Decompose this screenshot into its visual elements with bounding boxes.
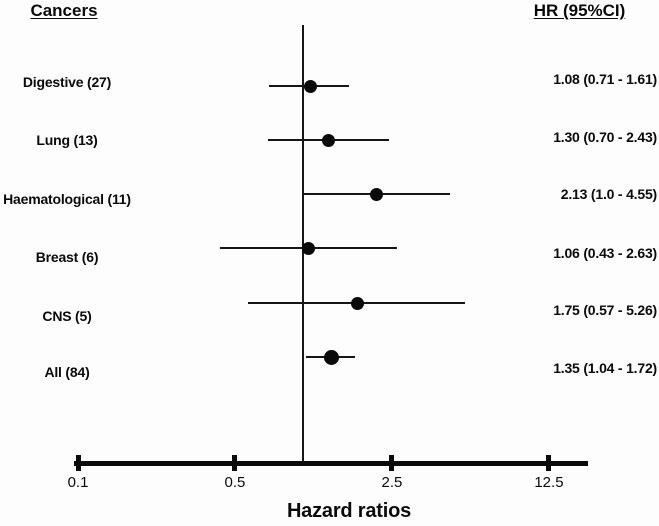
- hr-ci-value: 2.13 (1.0 - 4.55): [560, 186, 657, 202]
- axis-line: [74, 461, 588, 466]
- axis-tick: [389, 455, 395, 471]
- hr-ci-value: 1.75 (0.57 - 5.26): [553, 302, 657, 318]
- axis-tick-label: 0.5: [224, 474, 246, 491]
- hazard-ratio-point: [369, 187, 383, 201]
- hazard-ratio-point: [350, 296, 364, 310]
- row-label: Breast (6): [35, 249, 99, 265]
- hr-ci-value: 1.06 (0.43 - 2.63): [553, 245, 657, 261]
- row-label: Digestive (27): [22, 74, 112, 90]
- hazard-ratio-point: [303, 79, 317, 93]
- hazard-ratio-point: [324, 349, 340, 365]
- axis-tick: [232, 455, 238, 471]
- row-label: All (84): [44, 364, 90, 380]
- hr-ci-value: 1.30 (0.70 - 2.43): [553, 129, 657, 145]
- axis-tick-label: 12.5: [534, 474, 564, 491]
- hazard-ratio-point: [301, 241, 315, 255]
- column-header-hr-ci: HR (95%CI): [533, 1, 626, 20]
- hr-ci-value: 1.08 (0.71 - 1.61): [553, 71, 657, 87]
- column-header-cancers: Cancers: [30, 1, 98, 20]
- axis-tick: [75, 455, 81, 471]
- axis-tick-label: 0.1: [67, 474, 89, 491]
- x-axis-title: Hazard ratios: [286, 500, 412, 522]
- row-label: CNS (5): [42, 308, 92, 324]
- row-label: Lung (13): [36, 132, 98, 148]
- row-label: Haematological (11): [3, 191, 131, 207]
- hr-ci-value: 1.35 (1.04 - 1.72): [553, 360, 657, 376]
- hazard-ratio-point: [321, 133, 335, 147]
- axis-tick: [546, 455, 552, 471]
- axis-tick-label: 2.5: [381, 474, 403, 491]
